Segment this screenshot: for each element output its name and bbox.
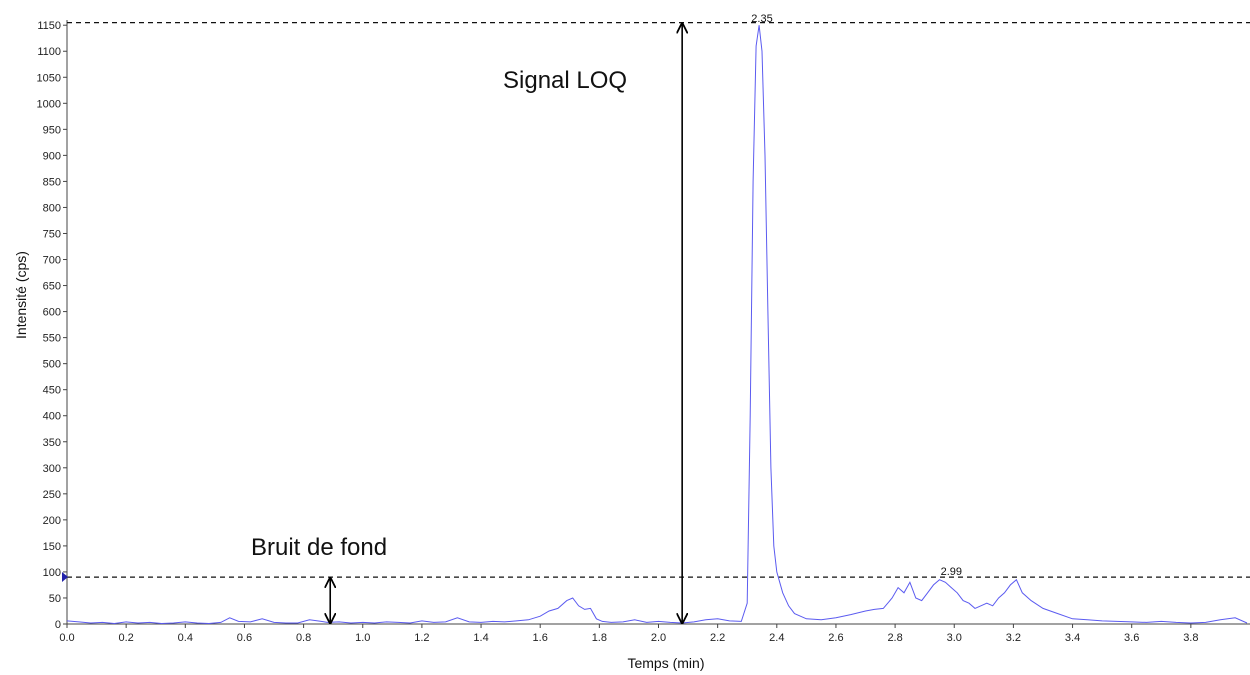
axis-marker-icon	[62, 572, 68, 582]
x-tick-label: 1.8	[592, 632, 607, 644]
y-tick-label: 900	[43, 150, 61, 162]
y-axis-label: Intensité (cps)	[13, 251, 29, 339]
x-tick-label: 0.2	[119, 632, 134, 644]
x-tick-label: 2.0	[651, 632, 666, 644]
y-tick-label: 150	[43, 541, 61, 553]
x-tick-label: 3.4	[1065, 632, 1080, 644]
x-axis-label: Temps (min)	[627, 655, 704, 671]
signal-loq-annotation: Signal LOQ	[503, 67, 627, 94]
x-tick-label: 2.4	[769, 632, 784, 644]
reference-lines	[67, 21, 1250, 578]
x-axis-ticks: 0.0 0.2 0.4 0.6 0.8 1.0 1.2 1.4 1.6 1.8 2.0 2.2 2.4 2…	[59, 624, 1198, 644]
y-tick-label: 750	[43, 228, 61, 240]
y-tick-label: 450	[43, 385, 61, 397]
y-tick-label: 100	[43, 567, 61, 579]
x-tick-label: 0.0	[59, 632, 74, 644]
x-tick-label: 0.8	[296, 632, 311, 644]
x-tick-label: 1.0	[355, 632, 370, 644]
y-tick-label: 1100	[37, 46, 61, 58]
y-tick-label: 800	[43, 202, 61, 214]
x-tick-label: 3.2	[1006, 632, 1021, 644]
measurement-arrows	[330, 24, 682, 623]
y-axis-ticks: 0 50 100 150 200 250 300 350 400 450 500 550 600 650 7…	[37, 20, 67, 631]
y-tick-label: 700	[43, 255, 61, 267]
y-tick-label: 50	[49, 593, 61, 605]
x-tick-label: 1.6	[533, 632, 548, 644]
noise-annotation: Bruit de fond	[251, 534, 387, 561]
x-tick-label: 1.4	[473, 632, 488, 644]
x-tick-label: 2.6	[828, 632, 843, 644]
y-tick-label: 1050	[37, 72, 61, 84]
y-tick-label: 400	[43, 411, 61, 423]
x-tick-label: 3.0	[947, 632, 962, 644]
y-tick-label: 350	[43, 437, 61, 449]
peak-label: 2.99	[941, 566, 962, 578]
chromatogram-series-line	[66, 25, 1248, 625]
y-tick-label: 1150	[37, 20, 61, 32]
y-tick-label: 0	[55, 619, 61, 631]
y-tick-label: 550	[43, 333, 61, 345]
y-tick-label: 300	[43, 463, 61, 475]
x-tick-label: 2.8	[887, 632, 902, 644]
y-tick-label: 650	[43, 281, 61, 293]
peak-labels: 2.35 2.99	[751, 13, 962, 578]
x-tick-label: 0.4	[178, 632, 193, 644]
x-tick-label: 3.6	[1124, 632, 1139, 644]
y-tick-label: 950	[43, 124, 61, 136]
y-tick-label: 850	[43, 176, 61, 188]
y-tick-label: 600	[43, 307, 61, 319]
y-tick-label: 1000	[37, 98, 61, 110]
y-tick-label: 500	[43, 359, 61, 371]
peak-label: 2.35	[751, 13, 772, 25]
x-tick-label: 2.2	[710, 632, 725, 644]
y-tick-label: 200	[43, 515, 61, 527]
x-tick-label: 3.8	[1183, 632, 1198, 644]
x-tick-label: 1.2	[414, 632, 429, 644]
x-tick-label: 0.6	[237, 632, 252, 644]
y-tick-label: 250	[43, 489, 61, 501]
